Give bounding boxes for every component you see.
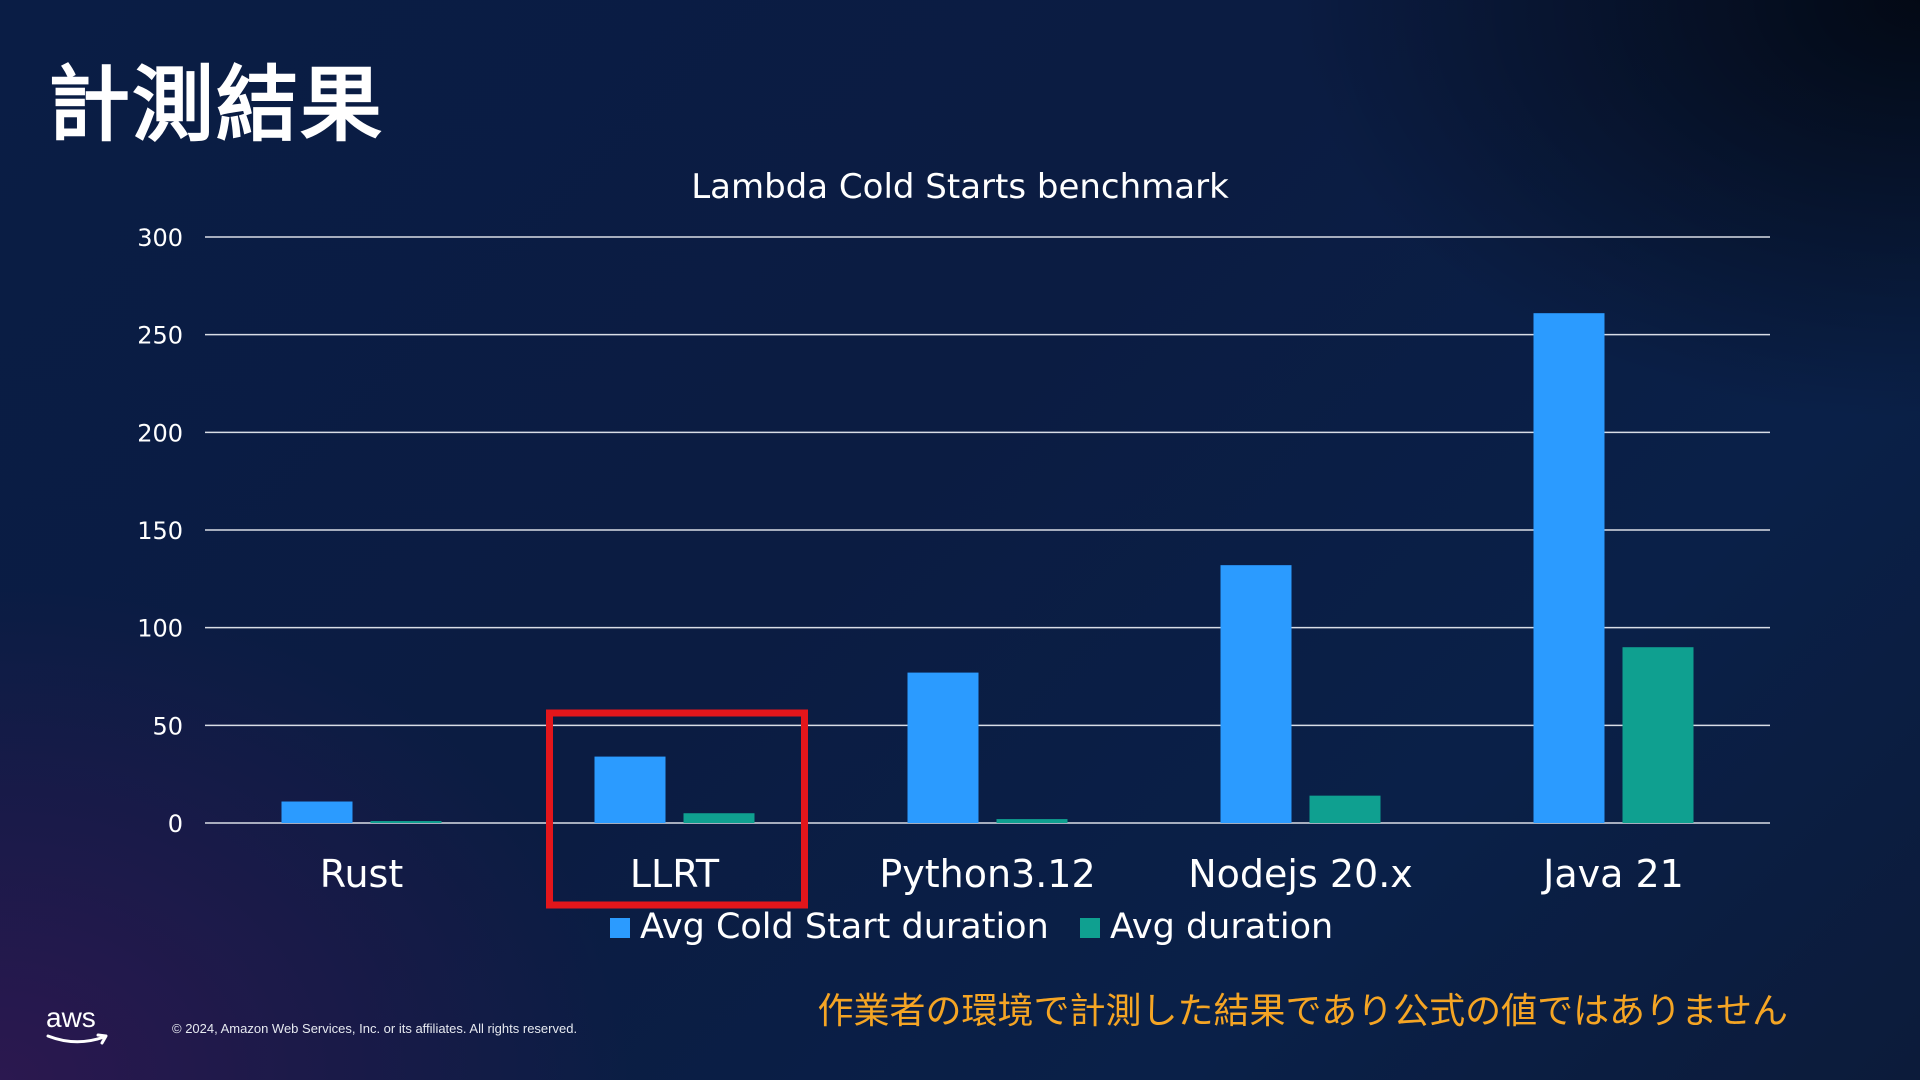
highlight-rectangle: [546, 709, 808, 909]
bar-java-21-series-2: [1622, 647, 1694, 823]
y-tick-label: 200: [137, 419, 183, 447]
y-tick-label: 100: [137, 615, 183, 643]
aws-logo: aws: [46, 1004, 110, 1050]
bar-python3-12-series-1: [907, 672, 979, 823]
bar-nodejs-20-x-series-2: [1309, 795, 1381, 823]
bar-llrt-series-2: [683, 813, 755, 823]
legend: Avg Cold Start duration Avg duration: [610, 907, 1333, 947]
gridlines: [205, 236, 1770, 824]
bar-nodejs-20-x-series-1: [1220, 565, 1292, 823]
x-tick-label: Java 21: [1541, 852, 1684, 896]
y-tick-label: 0: [168, 810, 183, 838]
legend-swatch: [1080, 918, 1100, 938]
x-tick-label: LLRT: [630, 852, 720, 896]
legend-swatch: [610, 918, 630, 938]
bar-java-21-series-1: [1533, 313, 1605, 823]
y-axis-ticks: 0 50 100 150 200 250 300: [137, 224, 183, 838]
bar-python3-12-series-2: [996, 819, 1068, 823]
legend-label: Avg duration: [1110, 907, 1333, 947]
aws-logo-text: aws: [46, 1002, 96, 1033]
bar-llrt-series-1: [594, 756, 666, 823]
y-tick-label: 250: [137, 322, 183, 350]
y-tick-label: 300: [137, 224, 183, 252]
chart-title: Lambda Cold Starts benchmark: [691, 167, 1229, 207]
legend-label: Avg Cold Start duration: [640, 907, 1049, 947]
x-axis-labels: Rust LLRT Python3.12 Nodejs 20.x Java 21: [320, 852, 1684, 896]
smile-arrow-icon: [46, 1033, 108, 1045]
copyright-text: © 2024, Amazon Web Services, Inc. or its…: [172, 1021, 578, 1036]
bars: [281, 313, 1694, 823]
x-tick-label: Python3.12: [879, 852, 1095, 896]
y-tick-label: 150: [137, 517, 183, 545]
x-tick-label: Rust: [320, 852, 403, 896]
bar-rust-series-1: [281, 801, 353, 823]
disclaimer-note: 作業者の環境で計測した結果であり公式の値ではありません: [817, 991, 1788, 1032]
bar-rust-series-2: [370, 821, 442, 823]
y-tick-label: 50: [152, 712, 183, 740]
x-tick-label: Nodejs 20.x: [1188, 852, 1413, 896]
highlight-box: [546, 709, 808, 909]
slide-title: 計測結果: [48, 58, 385, 153]
